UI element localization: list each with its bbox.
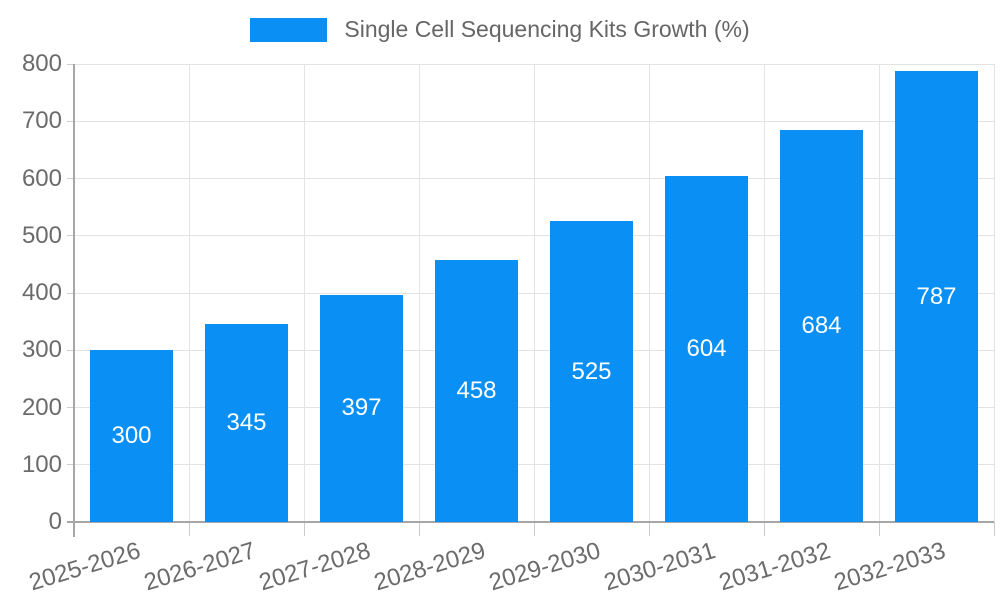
gridline-vertical bbox=[878, 64, 880, 522]
bar-value-label: 458 bbox=[456, 376, 497, 404]
gridline-vertical bbox=[993, 64, 995, 522]
y-axis-tick bbox=[67, 292, 74, 294]
y-axis-tick-label: 500 bbox=[21, 221, 62, 249]
bar-value-label: 345 bbox=[226, 409, 267, 437]
bar-value-label: 684 bbox=[801, 312, 842, 340]
y-axis-tick bbox=[67, 178, 74, 179]
bar: 604 bbox=[665, 176, 748, 522]
x-axis-line bbox=[67, 521, 994, 523]
bar-value-label: 397 bbox=[341, 394, 382, 422]
y-axis-tick bbox=[67, 349, 74, 351]
gridline-vertical bbox=[188, 64, 190, 522]
x-axis-tick bbox=[648, 522, 650, 536]
legend-item[interactable]: Single Cell Sequencing Kits Growth (%) bbox=[250, 16, 750, 43]
gridline-vertical bbox=[763, 64, 765, 522]
x-axis-tick bbox=[418, 522, 420, 536]
x-axis-tick bbox=[763, 522, 765, 536]
legend-label: Single Cell Sequencing Kits Growth (%) bbox=[344, 16, 750, 42]
bar: 300 bbox=[90, 350, 173, 522]
y-axis-tick-label: 300 bbox=[21, 336, 62, 364]
gridline-vertical bbox=[418, 64, 420, 522]
y-axis-tick-label: 700 bbox=[21, 107, 62, 135]
bar: 345 bbox=[205, 324, 288, 522]
x-axis-tick bbox=[188, 522, 190, 536]
bar-value-label: 300 bbox=[111, 422, 152, 450]
bar: 684 bbox=[780, 130, 863, 522]
y-axis-tick bbox=[67, 235, 74, 237]
bar: 397 bbox=[320, 294, 403, 522]
bar-value-label: 787 bbox=[916, 282, 957, 310]
bar-value-label: 604 bbox=[686, 335, 727, 363]
x-axis-tick bbox=[993, 522, 995, 536]
y-axis-tick bbox=[67, 63, 74, 65]
bar: 458 bbox=[435, 259, 518, 522]
gridline-vertical bbox=[533, 64, 535, 522]
y-axis-tick-label: 600 bbox=[21, 164, 62, 192]
x-axis-tick bbox=[533, 522, 535, 536]
y-axis-tick-label: 400 bbox=[21, 279, 62, 306]
y-axis-tick-label: 0 bbox=[48, 508, 62, 535]
x-axis-tick bbox=[303, 522, 305, 536]
y-axis-tick-label: 200 bbox=[21, 393, 62, 421]
bar-value-label: 525 bbox=[571, 357, 612, 385]
y-axis-tick bbox=[67, 120, 74, 122]
y-axis-tick bbox=[67, 464, 74, 466]
legend: Single Cell Sequencing Kits Growth (%) bbox=[0, 16, 1000, 43]
bar: 525 bbox=[550, 221, 633, 522]
gridline-vertical bbox=[303, 64, 305, 522]
y-axis-tick bbox=[67, 407, 74, 408]
x-axis-tick bbox=[878, 522, 880, 536]
y-axis-line bbox=[73, 64, 75, 537]
gridline-vertical bbox=[648, 64, 650, 522]
y-axis-tick-label: 800 bbox=[21, 50, 62, 77]
bar: 787 bbox=[895, 71, 978, 522]
y-axis-tick-label: 100 bbox=[21, 450, 62, 478]
legend-swatch-icon bbox=[250, 17, 328, 42]
